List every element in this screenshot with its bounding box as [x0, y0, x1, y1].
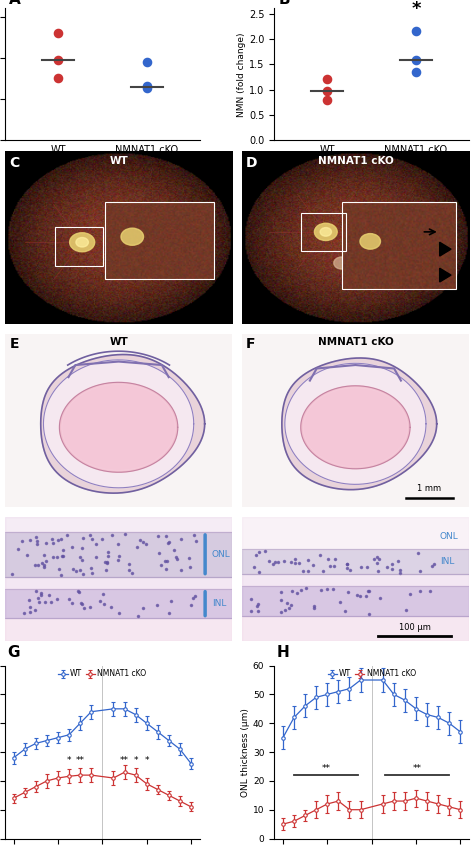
- Text: NMNAT1 cKO: NMNAT1 cKO: [318, 156, 393, 166]
- Circle shape: [303, 388, 408, 467]
- Y-axis label: NMN (fold change): NMN (fold change): [237, 32, 246, 117]
- Circle shape: [320, 228, 331, 236]
- Bar: [242, 616, 469, 640]
- Bar: [342, 202, 456, 289]
- Legend: WT, NMNAT1 cKO: WT, NMNAT1 cKO: [58, 669, 146, 678]
- Bar: [105, 202, 214, 279]
- Text: **: **: [413, 764, 422, 772]
- Bar: [242, 586, 469, 616]
- Point: [324, 73, 331, 86]
- Bar: [5, 577, 232, 589]
- Text: 1 mm: 1 mm: [417, 484, 441, 493]
- Text: **: **: [76, 756, 85, 766]
- Text: WT: WT: [109, 156, 128, 166]
- Polygon shape: [285, 363, 426, 484]
- Text: A: A: [9, 0, 21, 7]
- Circle shape: [70, 233, 95, 252]
- Point: [143, 79, 150, 92]
- Text: D: D: [246, 156, 257, 169]
- Bar: [5, 589, 232, 618]
- Point: [412, 25, 420, 38]
- Circle shape: [301, 385, 410, 468]
- Point: [143, 80, 150, 94]
- Point: [54, 53, 62, 67]
- Text: INL: INL: [440, 557, 454, 566]
- Point: [54, 72, 62, 86]
- Text: ONL: ONL: [212, 550, 231, 559]
- Text: C: C: [9, 156, 19, 169]
- Circle shape: [334, 257, 350, 269]
- Bar: [5, 532, 232, 577]
- Circle shape: [62, 384, 175, 471]
- Text: WT: WT: [109, 337, 128, 347]
- Point: [54, 26, 62, 40]
- Text: ONL: ONL: [440, 533, 458, 541]
- Point: [412, 53, 420, 67]
- Point: [143, 55, 150, 69]
- Legend: WT, NMNAT1 cKO: WT, NMNAT1 cKO: [328, 669, 416, 678]
- Polygon shape: [440, 242, 451, 256]
- Text: *: *: [67, 756, 71, 766]
- Text: B: B: [279, 0, 290, 7]
- Text: H: H: [276, 645, 289, 661]
- Text: **: **: [322, 764, 331, 772]
- Bar: [5, 618, 232, 640]
- Circle shape: [360, 234, 381, 249]
- Polygon shape: [282, 358, 437, 490]
- Point: [412, 65, 420, 79]
- Text: NMNAT1 cKO: NMNAT1 cKO: [318, 337, 393, 347]
- Text: INL: INL: [212, 599, 226, 608]
- Text: *: *: [133, 756, 138, 766]
- Text: **: **: [120, 756, 129, 766]
- Bar: [5, 518, 232, 532]
- Text: F: F: [246, 337, 255, 352]
- Text: *: *: [411, 0, 421, 18]
- Bar: [55, 227, 103, 267]
- Circle shape: [121, 228, 144, 246]
- Polygon shape: [44, 360, 194, 488]
- Text: E: E: [9, 337, 19, 352]
- Bar: [242, 574, 469, 586]
- Text: 100 μm: 100 μm: [399, 623, 430, 632]
- Circle shape: [348, 270, 362, 280]
- Text: *: *: [145, 756, 149, 766]
- Polygon shape: [41, 355, 205, 493]
- Y-axis label: ONL thickness (μm): ONL thickness (μm): [241, 707, 250, 796]
- Bar: [242, 518, 469, 550]
- Circle shape: [59, 382, 178, 473]
- Point: [324, 93, 331, 107]
- Polygon shape: [440, 268, 451, 282]
- Circle shape: [314, 224, 337, 241]
- Bar: [301, 213, 346, 251]
- Text: G: G: [7, 645, 19, 661]
- Point: [324, 85, 331, 98]
- Circle shape: [76, 237, 89, 247]
- Bar: [242, 550, 469, 574]
